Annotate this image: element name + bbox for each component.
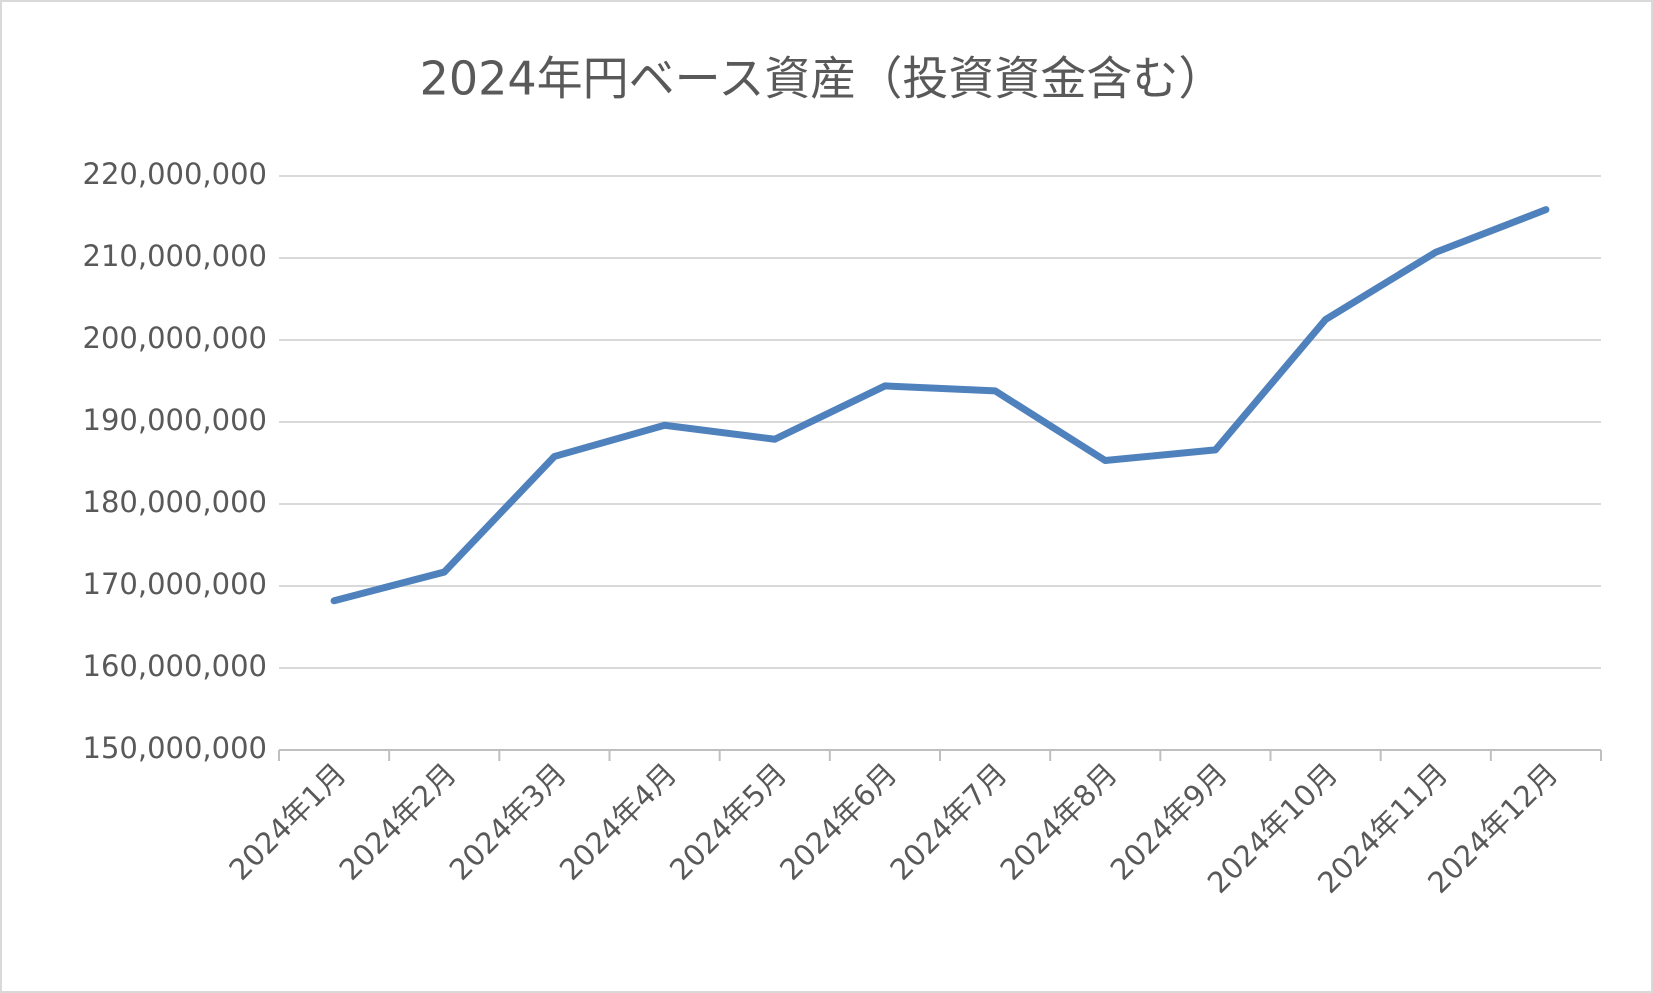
y-tick-label: 180,000,000 xyxy=(83,485,268,519)
chart-title: 2024年円ベース資産（投資資金含む） xyxy=(420,52,1225,106)
y-tick-label: 220,000,000 xyxy=(83,157,268,191)
y-tick-label: 200,000,000 xyxy=(83,321,268,355)
data-line xyxy=(330,206,1550,605)
y-tick-label: 190,000,000 xyxy=(83,403,268,437)
y-tick-label: 160,000,000 xyxy=(83,649,268,683)
y-tick-label: 150,000,000 xyxy=(83,731,268,765)
y-tick-label: 210,000,000 xyxy=(83,239,268,273)
y-tick-label: 170,000,000 xyxy=(83,567,268,601)
